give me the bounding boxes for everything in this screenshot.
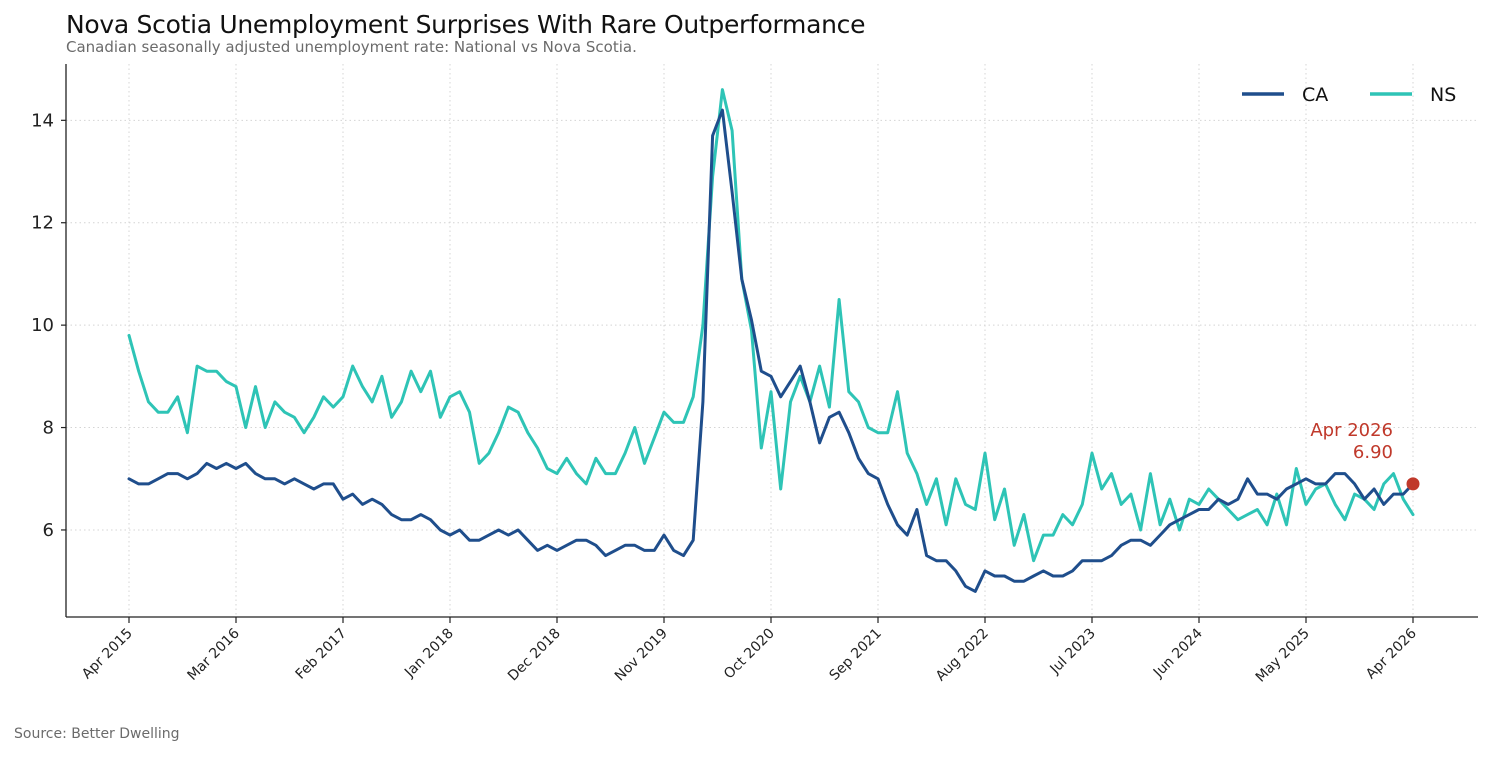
x-tick-label: Nov 2019 xyxy=(612,626,671,685)
x-tick-label: Feb 2017 xyxy=(293,626,350,683)
grid-lines xyxy=(66,64,1478,617)
annotation-date-label: Apr 2026 xyxy=(1310,420,1393,441)
y-tick-label: 12 xyxy=(31,213,54,234)
source-note: Source: Better Dwelling xyxy=(14,726,180,742)
x-axis-ticks: Apr 2015 Mar 2016 Feb 2017 Jan 2018 Dec 2018… xyxy=(79,617,1420,686)
series-line-ca xyxy=(127,108,1415,593)
x-tick-label: Jun 2024 xyxy=(1150,625,1206,681)
x-tick-label: Aug 2022 xyxy=(933,626,992,685)
y-tick-label: 14 xyxy=(31,110,54,131)
last-value-marker xyxy=(1406,477,1420,491)
y-tick-label: 6 xyxy=(43,520,54,541)
x-tick-label: Apr 2015 xyxy=(79,626,136,683)
x-tick-label: Mar 2016 xyxy=(184,625,242,683)
annotation-value-label: 6.90 xyxy=(1353,442,1393,463)
chart-subtitle: Canadian seasonally adjusted unemploymen… xyxy=(66,38,637,56)
legend: CA NS xyxy=(1242,84,1456,106)
x-tick-label: Jan 2018 xyxy=(401,626,457,682)
y-tick-label: 10 xyxy=(31,315,54,336)
series-line-ns xyxy=(127,88,1415,563)
x-tick-label: Dec 2018 xyxy=(505,626,564,685)
legend-label-ca: CA xyxy=(1302,84,1328,106)
y-tick-label: 8 xyxy=(43,418,54,439)
x-tick-label: Sep 2021 xyxy=(827,626,885,684)
x-tick-label: Jul 2023 xyxy=(1047,626,1099,678)
x-tick-label: May 2025 xyxy=(1253,626,1313,686)
y-axis-ticks: 6 8 10 12 14 xyxy=(31,110,66,541)
legend-label-ns: NS xyxy=(1430,84,1456,106)
chart-title: Nova Scotia Unemployment Surprises With … xyxy=(66,10,866,39)
axes xyxy=(65,64,1478,618)
series-lines xyxy=(127,88,1415,593)
x-tick-label: Oct 2020 xyxy=(721,626,778,683)
x-tick-label: Apr 2026 xyxy=(1363,625,1420,682)
